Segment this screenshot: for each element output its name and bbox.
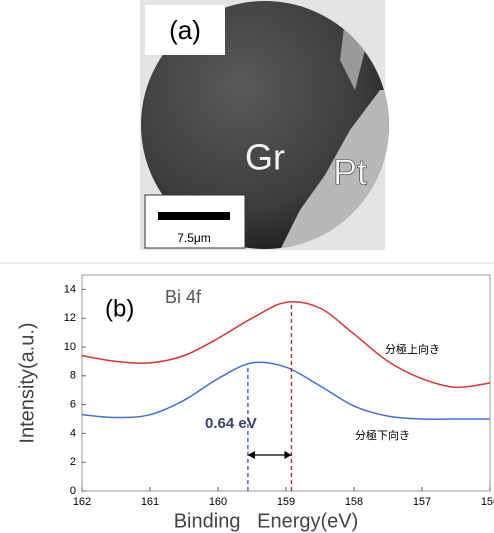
- page: (a) Gr Pt 7.5μm 024681012141621611601591…: [0, 0, 494, 533]
- panel-label: (b): [105, 295, 134, 322]
- legend-label: 分極上向き: [385, 342, 440, 356]
- y-tick-label: 2: [70, 456, 76, 468]
- legend-label: 分極下向き: [355, 428, 410, 442]
- chart-title: Bi 4f: [165, 287, 202, 307]
- region-label: Gr: [245, 137, 285, 178]
- series-line: [82, 362, 490, 419]
- scale-bar: [158, 212, 230, 220]
- y-tick-label: 4: [70, 427, 76, 439]
- x-tick-label: 162: [73, 496, 91, 508]
- shift-label: 0.64 eV: [205, 415, 257, 432]
- x-tick-label: 157: [413, 496, 431, 508]
- y-tick-label: 10: [64, 341, 76, 353]
- y-tick-label: 14: [64, 283, 76, 295]
- x-tick-label: 159: [277, 496, 295, 508]
- x-tick-label: 158: [345, 496, 363, 508]
- chart: 02468101214162161160159158157156Intensit…: [16, 275, 494, 532]
- region-label: Pt: [333, 152, 367, 193]
- micrograph: (a) Gr Pt 7.5μm: [140, 0, 400, 250]
- y-axis-label: Intensity(a.u.): [16, 322, 38, 443]
- figure: (a) Gr Pt 7.5μm 024681012141621611601591…: [0, 0, 494, 533]
- plot-frame: [82, 275, 490, 491]
- x-axis-label: Binding Energy(eV): [174, 510, 359, 532]
- x-tick-label: 156: [481, 496, 494, 508]
- x-tick-label: 161: [141, 496, 159, 508]
- y-tick-label: 8: [70, 370, 76, 382]
- scale-label: 7.5μm: [177, 231, 211, 245]
- panel-label: (a): [169, 15, 201, 45]
- y-tick-label: 6: [70, 399, 76, 411]
- y-tick-label: 12: [64, 312, 76, 324]
- x-tick-label: 160: [209, 496, 227, 508]
